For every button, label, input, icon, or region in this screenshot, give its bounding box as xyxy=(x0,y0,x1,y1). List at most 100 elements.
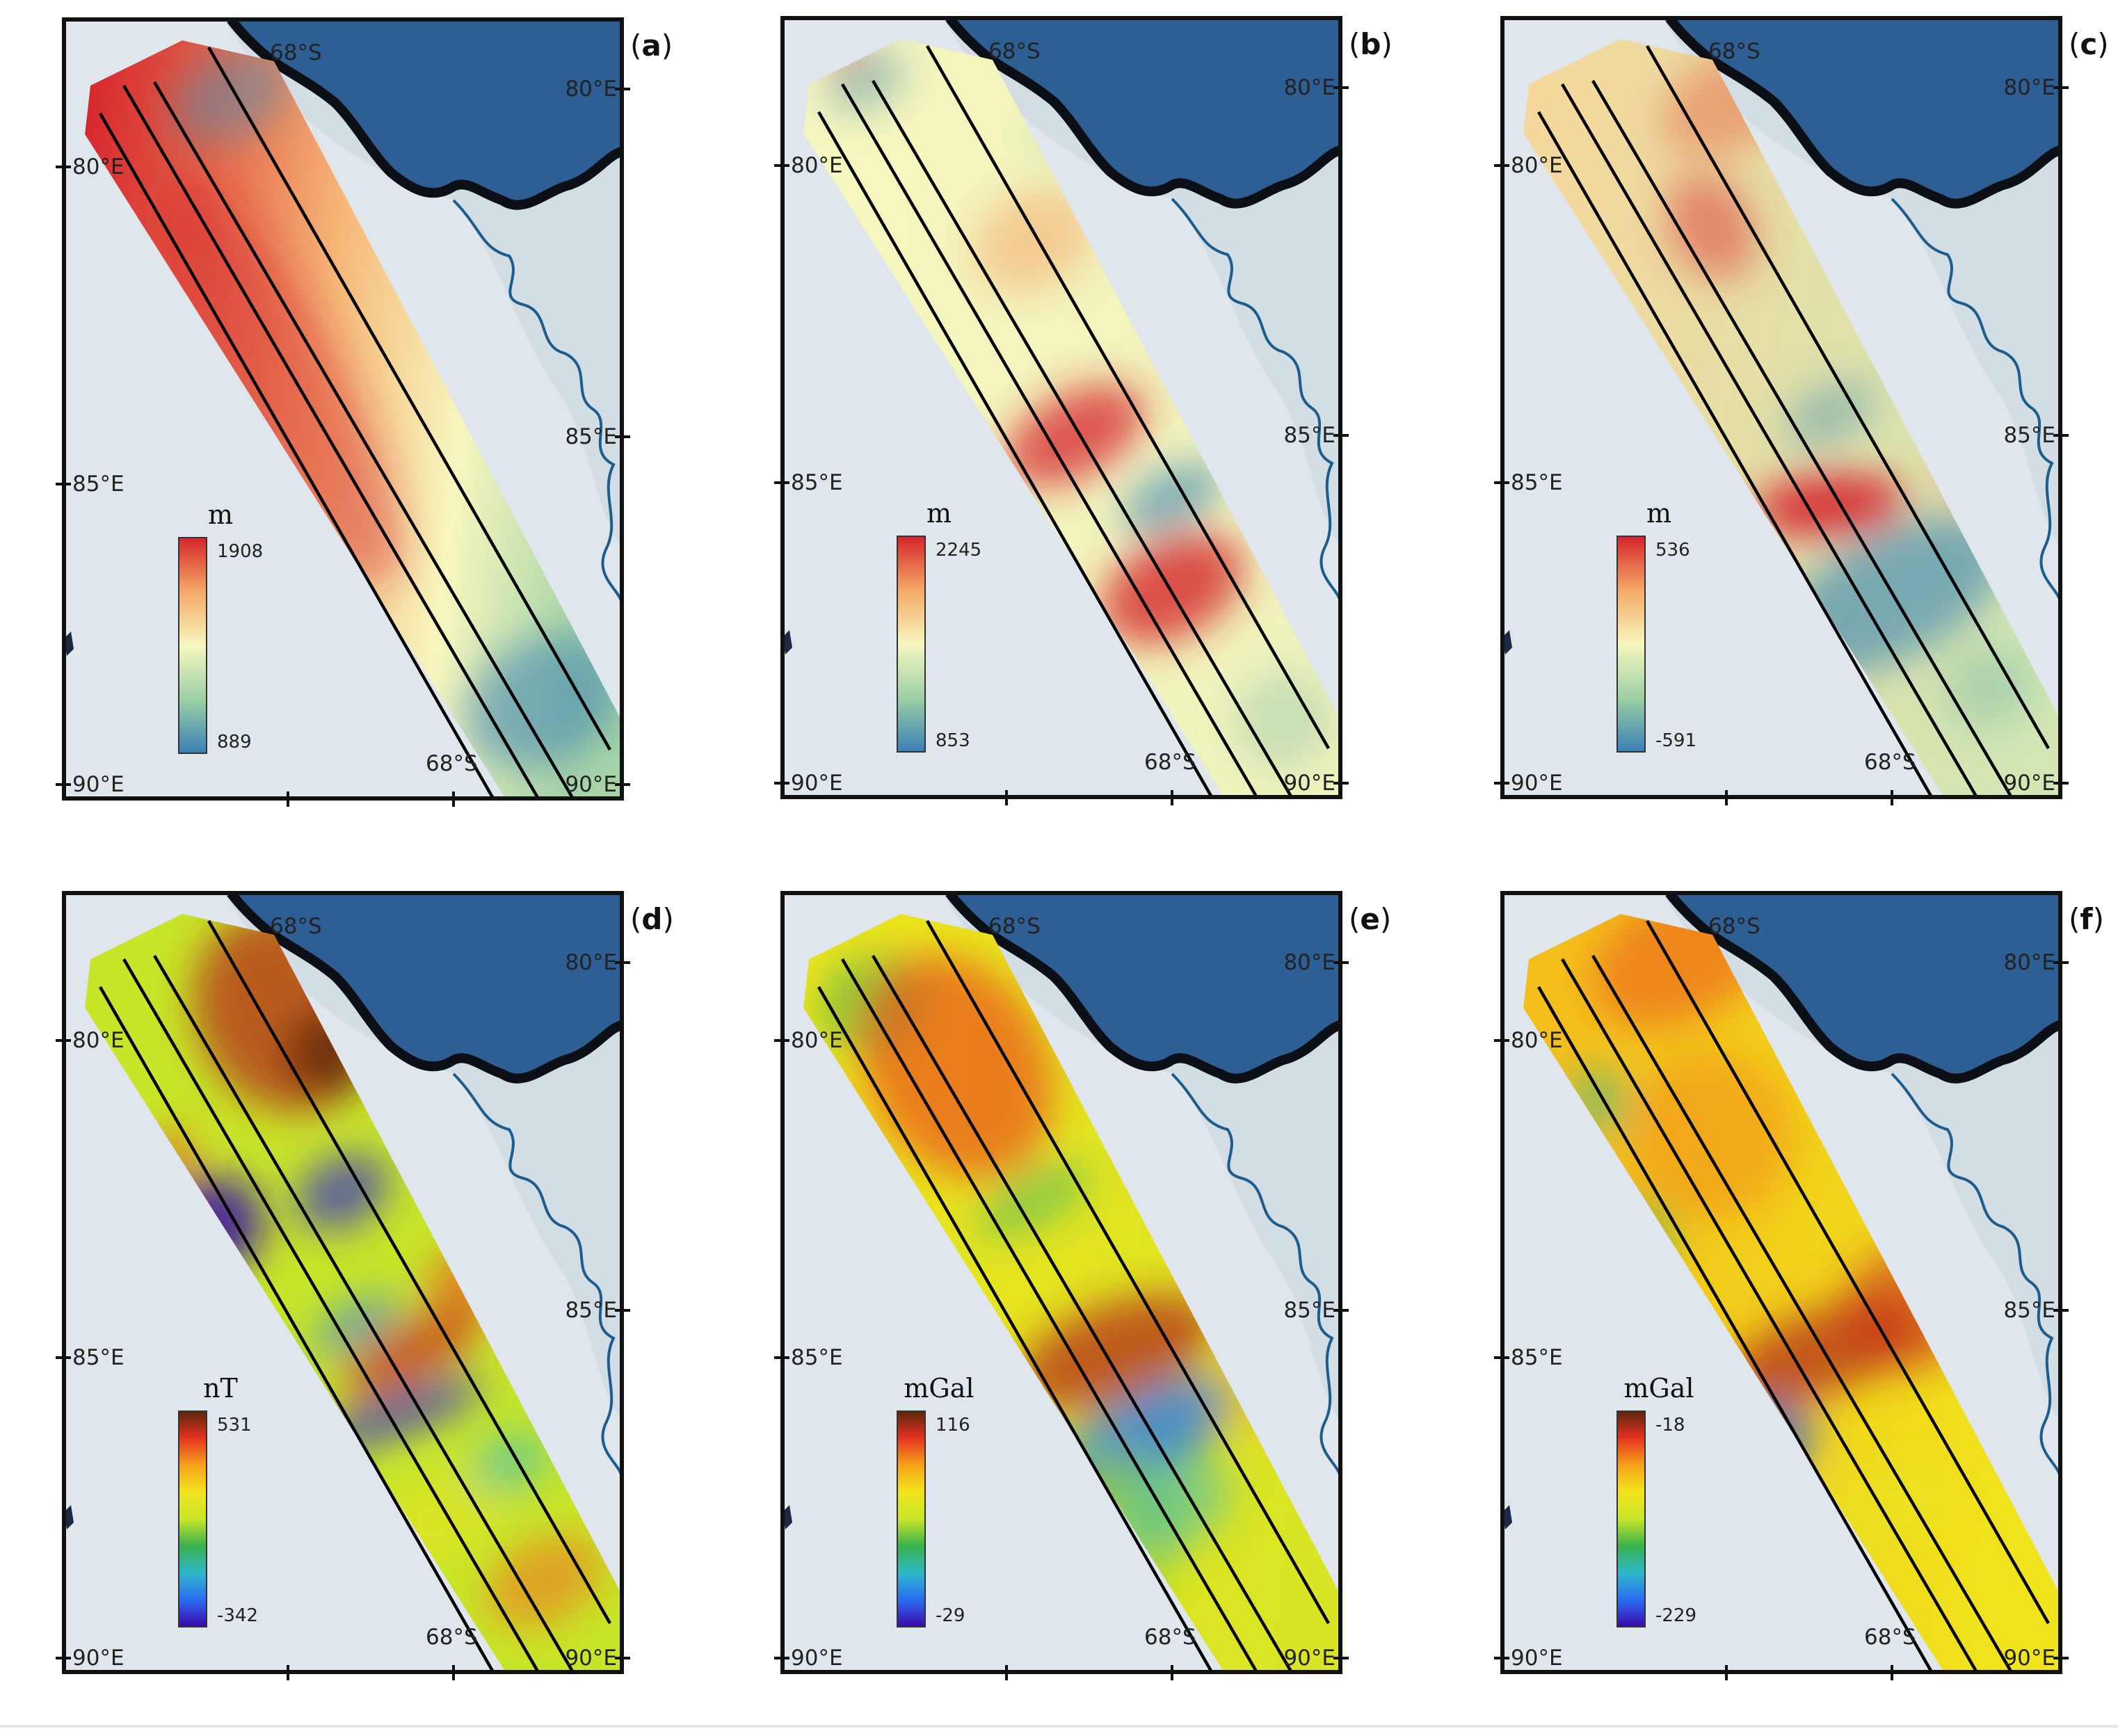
flight-track-4 xyxy=(1646,919,2050,1625)
ocean-area xyxy=(231,893,622,1079)
grounding-line xyxy=(452,199,622,604)
anomaly-patch xyxy=(1004,384,1146,487)
colorbar-unit: mGal xyxy=(904,1373,974,1404)
panel-letter: (f) xyxy=(2069,902,2104,936)
flight-track-2 xyxy=(1561,958,1979,1672)
colorbar-unit: m xyxy=(208,499,233,530)
flight-track-3 xyxy=(872,954,1294,1672)
panel-f: 80°E 85°E 90°E 80°E 85°E 90°E 68°S 68°S mGal -18 -… xyxy=(1494,891,2104,1680)
lon-label-right-80: 80°E xyxy=(2003,950,2055,975)
colorbar-max-label: 531 xyxy=(217,1415,252,1436)
coastline xyxy=(945,893,1340,1084)
colorbar-min-label: -342 xyxy=(217,1605,258,1626)
island xyxy=(783,1505,792,1529)
panel-frame xyxy=(780,891,1342,1674)
colorbar xyxy=(1616,1410,1646,1628)
lon-label-left-85: 85°E xyxy=(791,470,843,495)
lon-label-left-80: 80°E xyxy=(72,154,125,179)
grounding-line xyxy=(1891,198,2060,603)
colorbar-max-label: 1908 xyxy=(217,541,263,562)
colorbar-max-label: 116 xyxy=(936,1415,970,1436)
lon-label-right-85: 85°E xyxy=(2003,423,2055,448)
flight-track-3 xyxy=(153,81,575,798)
lat-label-top: 68°S xyxy=(270,914,322,939)
colorbar xyxy=(897,1410,926,1628)
lon-label-left-80: 80°E xyxy=(791,153,843,178)
colorbar-max-label: 536 xyxy=(1655,540,1690,561)
lon-label-right-90: 90°E xyxy=(565,1646,617,1671)
ocean-area xyxy=(949,18,1340,204)
colorbar xyxy=(178,537,207,754)
figure-bottom-rule xyxy=(0,1725,2118,1728)
lat-label-top: 68°S xyxy=(1708,39,1760,64)
panel-letter: (b) xyxy=(1349,27,1393,61)
panel-d: 80°E 85°E 90°E 80°E 85°E 90°E 68°S 68°S nT 531 -34… xyxy=(56,891,674,1680)
colorbar-unit: mGal xyxy=(1623,1373,1694,1404)
colorbar-min-label: -29 xyxy=(936,1605,965,1626)
lon-label-left-80: 80°E xyxy=(791,1028,843,1053)
island xyxy=(64,1505,74,1529)
island xyxy=(64,632,74,656)
anomaly-patch xyxy=(312,1294,401,1354)
lon-label-right-80: 80°E xyxy=(1283,950,1335,975)
lon-label-left-85: 85°E xyxy=(1511,1345,1563,1370)
flight-track-3 xyxy=(1591,954,2014,1672)
lat-label-bottom: 68°S xyxy=(1864,750,1916,775)
grounding-line xyxy=(1891,1072,2060,1478)
lon-label-left-90: 90°E xyxy=(1511,1646,1563,1671)
lon-label-right-85: 85°E xyxy=(1283,423,1335,448)
colorbar-min-label: 889 xyxy=(217,732,252,753)
panel-frame xyxy=(1500,891,2062,1674)
ocean-area xyxy=(1669,18,2060,204)
colorbar-min-label: -591 xyxy=(1655,730,1696,751)
anomaly-patch xyxy=(464,633,622,769)
coastline xyxy=(1665,18,2060,209)
lon-label-left-85: 85°E xyxy=(72,1345,125,1370)
flight-track-1 xyxy=(99,986,495,1672)
flight-track-3 xyxy=(153,954,575,1672)
anomaly-patch xyxy=(1017,1294,1216,1410)
anomaly-patch xyxy=(859,954,1054,1180)
grounding-line xyxy=(1171,1072,1340,1478)
flight-track-4 xyxy=(207,46,611,751)
anomaly-patch xyxy=(1628,1053,1795,1220)
lon-label-right-80: 80°E xyxy=(2003,75,2055,100)
flight-track-4 xyxy=(1646,45,2050,750)
anomaly-patch xyxy=(1942,642,2037,730)
panel-frame xyxy=(1500,16,2062,799)
lon-label-left-80: 80°E xyxy=(1511,153,1563,178)
colorbar-unit: m xyxy=(1646,498,1671,529)
coastline xyxy=(945,18,1340,209)
lon-label-right-80: 80°E xyxy=(565,950,617,975)
lon-label-right-90: 90°E xyxy=(2003,1646,2055,1671)
anomaly-patch xyxy=(1784,380,1875,449)
lon-label-right-85: 85°E xyxy=(2003,1298,2055,1323)
flight-track-2 xyxy=(1561,83,1979,797)
colorbar-max-label: -18 xyxy=(1655,1415,1685,1436)
lon-label-right-90: 90°E xyxy=(2003,771,2055,796)
ocean-area xyxy=(1669,893,2060,1079)
panel-frame xyxy=(62,17,624,801)
flight-track-2 xyxy=(122,958,540,1672)
panel-letter: (c) xyxy=(2069,27,2109,61)
flight-track-2 xyxy=(841,958,1259,1672)
flight-track-4 xyxy=(926,919,1330,1625)
ocean-area xyxy=(231,19,622,205)
island xyxy=(1502,630,1512,654)
flight-track-3 xyxy=(872,79,1294,797)
lon-label-left-90: 90°E xyxy=(72,772,125,797)
grounding-line xyxy=(1171,198,1340,603)
lon-label-left-90: 90°E xyxy=(1511,771,1563,796)
lon-label-left-90: 90°E xyxy=(791,1646,843,1671)
lat-label-top: 68°S xyxy=(988,39,1041,64)
anomaly-patch xyxy=(296,1153,389,1231)
anomaly-patch xyxy=(973,188,1093,293)
lat-label-bottom: 68°S xyxy=(1144,1625,1196,1650)
lon-label-left-85: 85°E xyxy=(1511,470,1563,495)
lon-label-right-90: 90°E xyxy=(565,772,617,797)
flight-track-1 xyxy=(99,112,495,798)
lat-label-top: 68°S xyxy=(1708,914,1760,939)
coastline xyxy=(227,19,622,210)
anomaly-patch xyxy=(1235,672,1332,769)
